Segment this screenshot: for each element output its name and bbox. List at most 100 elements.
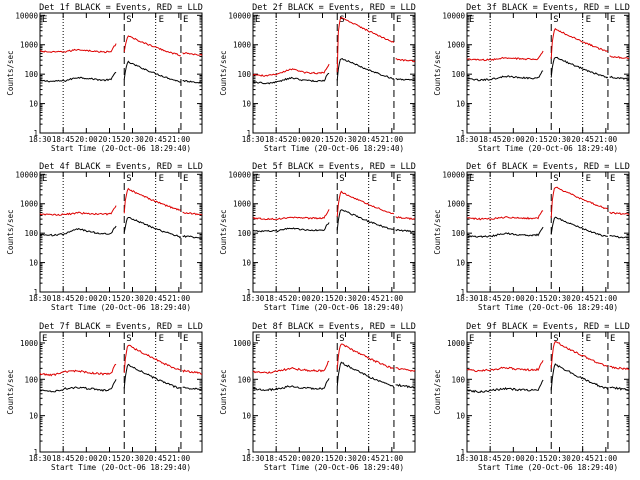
y-axis-label: Counts/sec	[433, 209, 442, 254]
series-lld-line	[252, 209, 330, 221]
series-lld-line	[39, 205, 117, 216]
series-lld-line	[466, 210, 544, 221]
x-tick-label: 18:30	[242, 454, 265, 463]
x-tick-label: 18:45	[52, 135, 75, 144]
event-marker-label: E	[469, 334, 474, 344]
x-tick-label: 21:00	[381, 294, 404, 303]
x-tick-label: 21:00	[595, 135, 618, 144]
event-marker-label: E	[183, 15, 188, 25]
event-marker-label: E	[159, 174, 164, 184]
x-tick-label: 20:45	[144, 135, 167, 144]
series-lld-line	[336, 343, 394, 370]
x-tick-label: 20:15	[525, 454, 548, 463]
event-marker-label: E	[159, 15, 164, 25]
series-lld-line	[336, 190, 395, 217]
x-tick-label: 20:30	[334, 454, 357, 463]
chart-title: Det 6f BLACK = Events, RED = LLD	[466, 162, 630, 172]
x-tick-label: 20:00	[75, 454, 98, 463]
y-tick-label: 1000	[447, 200, 466, 209]
y-axis-label: Counts/sec	[6, 369, 15, 414]
series-lld-line	[39, 43, 117, 54]
y-tick-label: 10	[456, 100, 466, 109]
event-marker-label: E	[42, 15, 47, 25]
series-events-line	[550, 216, 608, 237]
series-events-line	[182, 386, 203, 392]
series-lld-line	[609, 55, 630, 60]
x-axis-label: Start Time (20-Oct-06 18:29:40)	[51, 144, 191, 153]
x-tick-label: 18:45	[479, 135, 502, 144]
series-events-line	[609, 234, 630, 239]
x-tick-label: 18:30	[29, 454, 52, 463]
event-marker-label: E	[42, 174, 47, 184]
event-marker-label: E	[372, 174, 377, 184]
x-tick-label: 20:45	[144, 454, 167, 463]
x-tick-label: 21:00	[168, 454, 191, 463]
series-events-line	[395, 78, 416, 81]
y-tick-label: 1000	[447, 41, 466, 50]
y-tick-label: 100	[451, 375, 465, 384]
y-tick-label: 10000	[442, 11, 465, 20]
x-tick-label: 20:00	[288, 294, 311, 303]
event-marker-label: E	[610, 174, 615, 184]
event-marker-label: S	[553, 334, 558, 344]
x-tick-label: 20:30	[121, 135, 144, 144]
x-tick-label: 20:45	[571, 135, 594, 144]
event-marker-label: E	[610, 334, 615, 344]
event-marker-label: E	[586, 334, 591, 344]
series-events-line	[336, 361, 395, 388]
x-axis-label: Start Time (20-Oct-06 18:29:40)	[51, 463, 191, 472]
y-axis-label: Counts/sec	[6, 209, 15, 254]
series-lld-line	[123, 187, 182, 214]
chart-det-4: Det 4f BLACK = Events, RED = LLD 1 10 100 10…	[6, 162, 203, 312]
x-tick-label: 20:45	[357, 294, 380, 303]
chart-det-6: Det 6f BLACK = Events, RED = LLD 1 10 100 10…	[433, 162, 630, 312]
y-tick-label: 10	[242, 259, 252, 268]
series-events-line	[550, 56, 609, 79]
x-tick-label: 18:45	[265, 135, 288, 144]
series-lld-line	[182, 211, 203, 216]
x-tick-label: 18:45	[265, 454, 288, 463]
chart-title: Det 2f BLACK = Events, RED = LLD	[252, 3, 416, 13]
series-lld-line	[609, 365, 630, 371]
event-marker-label: S	[553, 15, 558, 25]
event-marker-label: E	[469, 15, 474, 25]
event-marker-label: E	[396, 15, 401, 25]
series-lld-line	[395, 58, 416, 63]
plot-frame	[466, 331, 630, 453]
event-marker-label: E	[255, 174, 260, 184]
x-tick-label: 20:30	[548, 135, 571, 144]
y-tick-label: 10	[242, 100, 252, 109]
x-tick-label: 18:30	[456, 294, 479, 303]
x-tick-label: 21:00	[381, 135, 404, 144]
series-lld-line	[39, 363, 117, 377]
chart-title: Det 7f BLACK = Events, RED = LLD	[39, 322, 203, 332]
event-marker-label: E	[610, 15, 615, 25]
x-tick-label: 20:15	[98, 454, 121, 463]
y-axis-label: Counts/sec	[6, 50, 15, 95]
event-marker-label: E	[586, 15, 591, 25]
event-marker-label: S	[339, 334, 344, 344]
plot-frame	[39, 12, 203, 134]
series-events-line	[123, 60, 182, 83]
x-axis-label: Start Time (20-Oct-06 18:29:40)	[51, 303, 191, 312]
y-tick-label: 10	[242, 412, 252, 421]
event-marker-label: E	[372, 15, 377, 25]
series-events-line	[336, 209, 395, 231]
y-axis-label: Counts/sec	[219, 369, 228, 414]
series-lld-line	[550, 186, 609, 218]
series-lld-line	[466, 50, 544, 62]
x-axis-label: Start Time (20-Oct-06 18:29:40)	[478, 303, 618, 312]
x-axis-label: Start Time (20-Oct-06 18:29:40)	[478, 463, 618, 472]
chart-det-7: Det 7f BLACK = Events, RED = LLD 1 10 100 10…	[6, 322, 203, 472]
y-tick-label: 100	[237, 229, 251, 238]
series-events-line	[123, 217, 182, 239]
event-marker-label: E	[586, 174, 591, 184]
x-tick-label: 18:45	[52, 454, 75, 463]
x-tick-label: 18:30	[242, 135, 265, 144]
y-tick-label: 10	[29, 259, 39, 268]
series-events-line	[39, 71, 117, 83]
event-marker-label: E	[183, 334, 188, 344]
series-events-line	[609, 386, 630, 391]
x-axis-label: Start Time (20-Oct-06 18:29:40)	[264, 144, 404, 153]
series-events-line	[39, 225, 117, 237]
